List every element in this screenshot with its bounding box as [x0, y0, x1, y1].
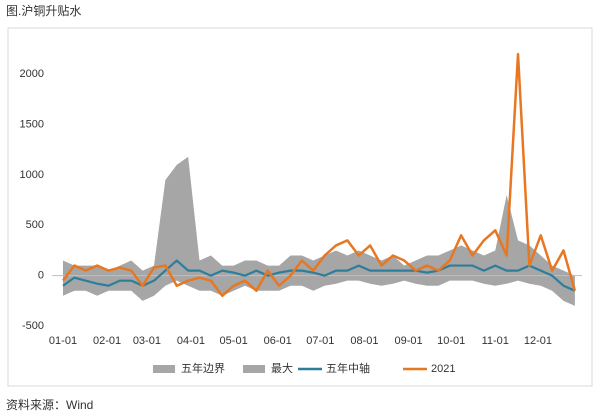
x-tick-label: 11-01	[482, 335, 509, 347]
x-tick-label: 09-01	[394, 335, 422, 347]
range-area	[63, 275, 575, 306]
legend-swatch	[243, 365, 265, 373]
series-line	[62, 259, 576, 292]
legend-label: 最大	[271, 361, 293, 375]
legend-label: 五年中轴	[326, 361, 370, 375]
x-tick-label: 01-01	[49, 335, 77, 347]
x-tick-label: 02-01	[93, 335, 121, 347]
y-tick-label: -500	[22, 320, 44, 332]
x-tick-label: 08-01	[350, 335, 378, 347]
legend-swatch	[153, 365, 175, 373]
y-tick-label: 1500	[20, 118, 44, 130]
y-tick-label: 500	[26, 219, 44, 231]
x-tick-label: 07-01	[306, 335, 334, 347]
legend-label: 2021	[431, 363, 455, 375]
series-line	[62, 52, 577, 298]
chart-frame	[7, 27, 593, 387]
x-tick-label: 05-01	[220, 335, 248, 347]
source: 资料来源：Wind	[6, 398, 93, 412]
range-area	[63, 156, 575, 276]
x-tick-label: 12-01	[524, 335, 552, 347]
x-tick-label: 06-01	[264, 335, 292, 347]
y-tick-label: 1000	[20, 169, 44, 181]
y-tick-label: 0	[38, 270, 44, 282]
y-tick-label: 2000	[20, 68, 44, 80]
x-tick-label: 04-01	[177, 335, 205, 347]
chart-title: 图.沪铜升贴水	[6, 3, 81, 18]
legend-label: 五年边界	[181, 361, 225, 375]
x-tick-label: 10-01	[437, 335, 465, 347]
x-tick-label: 03-01	[133, 335, 161, 347]
